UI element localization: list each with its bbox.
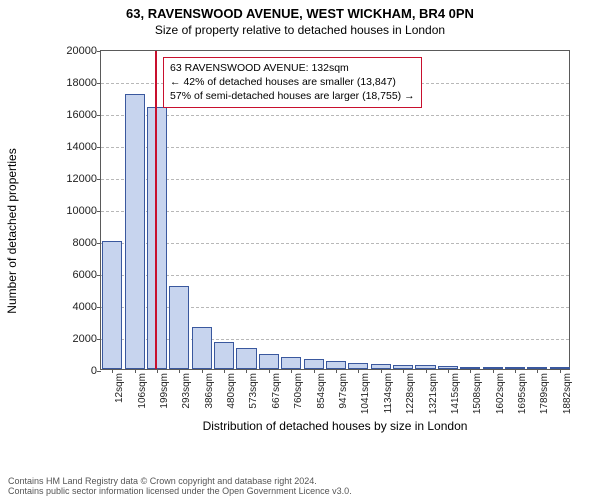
- histogram-bar: [192, 327, 212, 369]
- x-tick-label: 480sqm: [226, 373, 237, 409]
- footer-attribution: Contains HM Land Registry data © Crown c…: [8, 476, 352, 496]
- histogram-bar: [259, 354, 279, 369]
- page-subtitle: Size of property relative to detached ho…: [0, 21, 600, 41]
- y-tick-label: 4000: [53, 301, 97, 313]
- x-tick-label: 1789sqm: [539, 373, 550, 414]
- chart-container: Number of detached properties Distributi…: [56, 46, 576, 416]
- x-tick-label: 106sqm: [137, 373, 148, 409]
- y-tick-label: 16000: [53, 109, 97, 121]
- footer-line-2: Contains public sector information licen…: [8, 486, 352, 496]
- y-tick-label: 0: [53, 365, 97, 377]
- x-tick-label: 854sqm: [316, 373, 327, 409]
- x-tick-label: 293sqm: [181, 373, 192, 409]
- x-tick-label: 1041sqm: [360, 373, 371, 414]
- x-axis-label: Distribution of detached houses by size …: [203, 419, 468, 433]
- y-tick-label: 18000: [53, 77, 97, 89]
- y-tick-label: 10000: [53, 205, 97, 217]
- y-tick-label: 12000: [53, 173, 97, 185]
- gridline: [101, 147, 569, 148]
- histogram-bar: [125, 94, 145, 369]
- annotation-line: ← 42% of detached houses are smaller (13…: [170, 75, 415, 89]
- y-axis-label: Number of detached properties: [5, 148, 19, 313]
- y-tick-label: 20000: [53, 45, 97, 57]
- gridline: [101, 179, 569, 180]
- x-tick-label: 760sqm: [293, 373, 304, 409]
- x-tick-label: 12sqm: [114, 373, 125, 403]
- histogram-bar: [102, 241, 122, 369]
- x-tick-label: 1415sqm: [450, 373, 461, 414]
- x-tick-label: 573sqm: [248, 373, 259, 409]
- histogram-bar: [304, 359, 324, 369]
- footer-line-1: Contains HM Land Registry data © Crown c…: [8, 476, 352, 486]
- histogram-bar: [169, 286, 189, 369]
- y-tick-label: 14000: [53, 141, 97, 153]
- gridline: [101, 115, 569, 116]
- x-tick-label: 947sqm: [338, 373, 349, 409]
- gridline: [101, 211, 569, 212]
- x-tick-label: 1134sqm: [383, 373, 394, 413]
- x-tick-label: 1882sqm: [562, 373, 573, 414]
- x-tick-label: 199sqm: [159, 373, 170, 409]
- page-title: 63, RAVENSWOOD AVENUE, WEST WICKHAM, BR4…: [0, 0, 600, 21]
- histogram-bar: [281, 357, 301, 369]
- x-tick-label: 1321sqm: [428, 373, 439, 414]
- x-tick-label: 1602sqm: [495, 373, 506, 414]
- annotation-box: 63 RAVENSWOOD AVENUE: 132sqm← 42% of det…: [163, 57, 422, 108]
- y-tick-label: 6000: [53, 269, 97, 281]
- histogram-bar: [214, 342, 234, 369]
- reference-line: [155, 51, 157, 369]
- x-tick-label: 386sqm: [204, 373, 215, 409]
- histogram-bar: [236, 348, 256, 369]
- y-tick-label: 2000: [53, 333, 97, 345]
- gridline: [101, 243, 569, 244]
- y-tick-label: 8000: [53, 237, 97, 249]
- plot-area: Distribution of detached houses by size …: [100, 50, 570, 370]
- histogram-bar: [326, 361, 346, 369]
- annotation-line: 57% of semi-detached houses are larger (…: [170, 89, 415, 103]
- gridline: [101, 275, 569, 276]
- x-tick-label: 667sqm: [271, 373, 282, 409]
- x-tick-label: 1508sqm: [472, 373, 483, 414]
- x-tick-label: 1228sqm: [405, 373, 416, 414]
- annotation-line: 63 RAVENSWOOD AVENUE: 132sqm: [170, 61, 415, 75]
- x-tick-label: 1695sqm: [517, 373, 528, 414]
